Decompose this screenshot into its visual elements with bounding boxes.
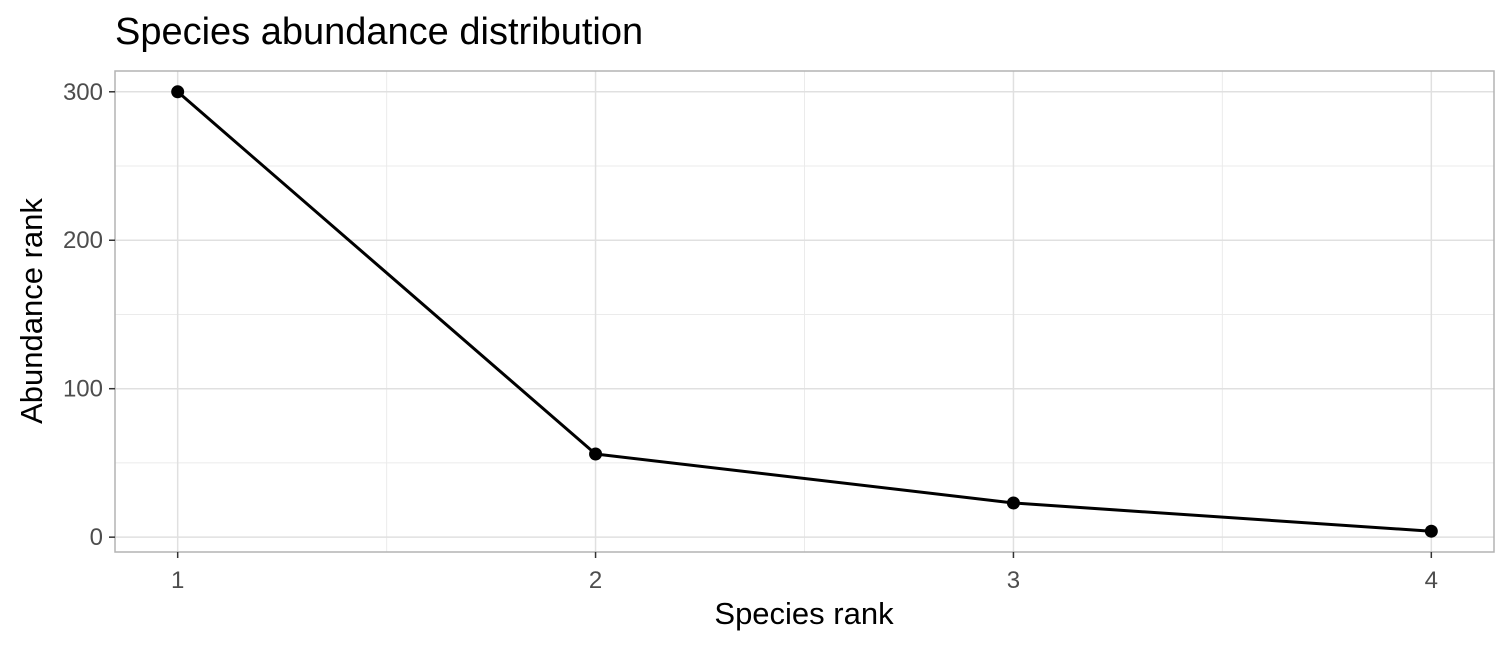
panel-border xyxy=(114,70,1495,553)
data-point xyxy=(1006,496,1020,510)
x-axis-ticks: 1 2 3 4 xyxy=(171,552,1438,594)
x-tick-label: 3 xyxy=(1007,567,1020,594)
y-tick-label: 200 xyxy=(63,227,103,254)
data-point xyxy=(589,447,603,461)
y-axis-ticks: 0 100 200 300 xyxy=(63,79,115,551)
y-tick-label: 300 xyxy=(63,79,103,106)
y-axis-title: Abundance rank xyxy=(14,198,49,424)
x-axis-title: Species rank xyxy=(714,596,894,631)
series-group xyxy=(171,85,1438,538)
gridlines xyxy=(115,71,1494,552)
y-tick-label: 100 xyxy=(63,376,103,403)
data-point xyxy=(1424,524,1438,538)
chart-title: Species abundance distribution xyxy=(115,11,643,53)
x-tick-label: 1 xyxy=(171,567,184,594)
y-tick-label: 0 xyxy=(90,524,103,551)
x-tick-label: 4 xyxy=(1425,567,1438,594)
data-point xyxy=(171,85,185,99)
x-tick-label: 2 xyxy=(589,567,602,594)
series-line xyxy=(176,90,1432,533)
